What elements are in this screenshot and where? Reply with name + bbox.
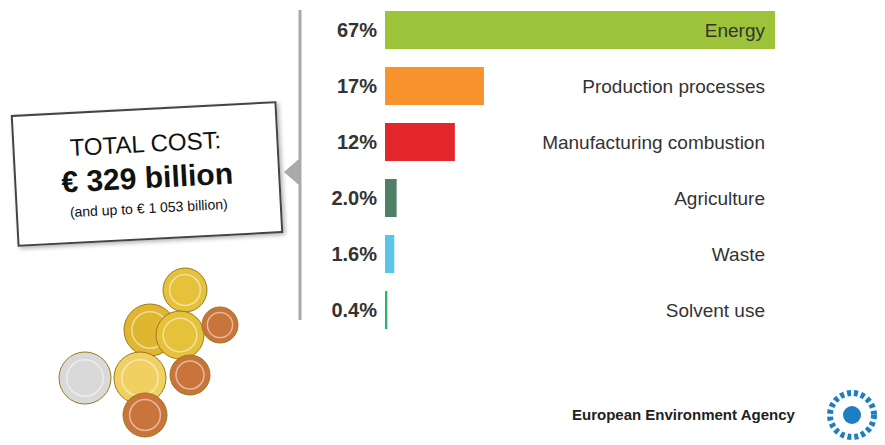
svg-text:Manufacturing combustion: Manufacturing combustion	[542, 132, 765, 153]
svg-text:17%: 17%	[337, 75, 377, 97]
svg-text:Solvent use: Solvent use	[666, 300, 765, 321]
svg-text:2.0%: 2.0%	[331, 187, 377, 209]
svg-text:Agriculture: Agriculture	[674, 188, 765, 209]
svg-text:0.4%: 0.4%	[331, 299, 377, 321]
svg-text:67%: 67%	[337, 19, 377, 41]
html-text:€ 329 billion: € 329 billion	[60, 156, 234, 199]
html-text:TOTAL COST:: TOTAL COST:	[69, 126, 222, 161]
html-text:European Environment Agency: European Environment Agency	[572, 406, 795, 423]
svg-text:Energy: Energy	[705, 20, 766, 41]
svg-text:Production processes: Production processes	[582, 76, 765, 97]
svg-text:12%: 12%	[337, 131, 377, 153]
svg-text:1.6%: 1.6%	[331, 243, 377, 265]
html-text:(and up to € 1 053 billion): (and up to € 1 053 billion)	[69, 195, 229, 221]
svg-text:Waste: Waste	[712, 244, 765, 265]
